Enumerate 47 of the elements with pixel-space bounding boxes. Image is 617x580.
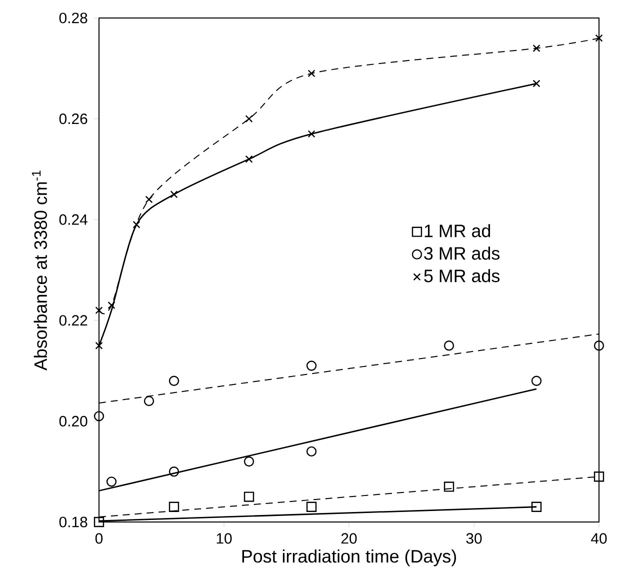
point (308, 70, 316, 78)
point (170, 190, 178, 198)
legend-label: 1 MR ad (424, 224, 490, 238)
point (306, 446, 317, 457)
point (532, 44, 540, 52)
point (145, 196, 153, 204)
point (531, 502, 542, 512)
y-axis-title: Absorbance at 3380 cm$^{-1}$ (32, 170, 47, 370)
x-axis-title: Post irradiation time (Days) (242, 550, 456, 566)
point (306, 360, 317, 371)
y-tick-label: 0.22 (59, 315, 88, 326)
y-tick-label: 0.20 (59, 416, 88, 426)
point (444, 482, 454, 492)
x-tick-label: 20 (341, 533, 357, 544)
x-tick-label: 10 (216, 533, 232, 544)
point (245, 155, 253, 163)
point (244, 456, 254, 467)
point (94, 516, 104, 528)
point (532, 80, 540, 88)
x-tick-label: 0 (95, 533, 103, 544)
point (594, 472, 604, 482)
point (168, 376, 180, 386)
point (308, 130, 316, 138)
point (168, 502, 180, 512)
point (594, 340, 604, 351)
x-tick-label: 30 (466, 533, 482, 544)
point (595, 34, 603, 42)
point (168, 466, 180, 477)
legend-label: 3 MR ads (424, 246, 500, 260)
y-tick-label: 0.28 (59, 12, 88, 24)
y-tick-label: 0.26 (59, 114, 88, 124)
point (444, 340, 454, 351)
y-tick-label: 0.18 (59, 516, 88, 528)
point (244, 492, 254, 502)
point (144, 396, 154, 406)
x-tick-label: 40 (591, 533, 607, 544)
legend-label: 5 MR ads (424, 269, 500, 282)
point (108, 302, 116, 310)
y-tick-label: 0.24 (59, 214, 88, 225)
point (94, 411, 104, 422)
point (95, 306, 103, 314)
point (95, 342, 103, 350)
point (106, 476, 117, 487)
point (132, 220, 140, 228)
point (306, 502, 317, 512)
point (245, 115, 253, 123)
point (531, 376, 542, 386)
